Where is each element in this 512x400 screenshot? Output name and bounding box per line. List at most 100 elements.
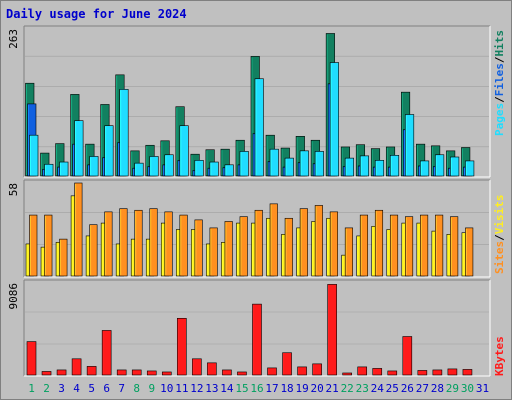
visits-bar [344, 227, 353, 277]
pages-bar [164, 154, 174, 177]
x-tick-label: 25 [386, 382, 399, 395]
x-tick-label: 7 [118, 382, 125, 395]
pages-bar [119, 89, 129, 177]
x-tick-label: 23 [356, 382, 369, 395]
x-tick-label: 15 [235, 382, 248, 395]
kbytes-bar [207, 362, 217, 376]
y-max-label: 263 [7, 29, 20, 49]
pages-bar [344, 157, 354, 177]
kbytes-bar [26, 341, 37, 376]
pages-bar [59, 161, 69, 177]
legend-sites-visits-part: / [493, 234, 506, 241]
kbytes-bar [462, 369, 473, 376]
kbytes-bar [297, 366, 307, 376]
x-tick-label: 20 [311, 382, 324, 395]
kbytes-bar [161, 371, 172, 376]
x-tick-label: 18 [280, 382, 293, 395]
visits-bar [74, 182, 83, 277]
x-tick-label: 27 [416, 382, 429, 395]
visits-bar [359, 214, 369, 277]
pages-bar [29, 134, 39, 177]
kbytes-bar [327, 284, 337, 376]
pages-bar [299, 150, 309, 177]
y-max-label: 58 [7, 183, 20, 196]
x-tick-label: 4 [73, 382, 80, 395]
legend-kbytes: KBytes [493, 336, 506, 376]
pages-bar [389, 155, 400, 177]
x-tick-label: 29 [446, 382, 459, 395]
x-tick-label: 11 [175, 382, 188, 395]
x-tick-label: 5 [88, 382, 95, 395]
legend-pages-files-hits-part: Hits [493, 30, 506, 57]
kbytes-bar [252, 303, 262, 376]
visits-bar [59, 238, 68, 277]
visits-bar [420, 214, 429, 277]
visits-bar [465, 227, 474, 277]
x-tick-label: 21 [326, 382, 339, 395]
pages-bar [465, 160, 475, 177]
x-tick-label: 26 [401, 382, 414, 395]
x-tick-label: 9 [148, 382, 155, 395]
legend-sites-visits-part: Sites [493, 241, 506, 274]
x-tick-label: 3 [58, 382, 65, 395]
visits-bar [284, 217, 293, 277]
x-tick-label: 16 [250, 382, 263, 395]
pages-bar [329, 62, 339, 177]
x-tick-label: 13 [205, 382, 218, 395]
kbytes-bar [101, 330, 112, 376]
x-tick-label: 17 [265, 382, 278, 395]
legend-sites-visits-part: Visits [493, 195, 506, 235]
pages-bar [224, 164, 234, 177]
pages-bar [104, 125, 114, 177]
kbytes-bar [131, 369, 142, 376]
pages-bar [374, 160, 385, 177]
pages-bar [209, 161, 219, 177]
visits-bar [119, 208, 128, 277]
pages-bar [89, 156, 99, 177]
visits-bar [164, 211, 173, 277]
visits-bar [104, 211, 113, 277]
kbytes-bar [267, 367, 277, 376]
kbytes-bar [372, 368, 383, 376]
kbytes-bar [402, 336, 413, 376]
visits-bar [149, 208, 158, 277]
kbytes-bar [177, 317, 187, 376]
pages-bar [435, 154, 445, 177]
legend-sites-visits: Sites/Visits [493, 195, 506, 275]
visits-bar [389, 214, 399, 277]
kbytes-bar [357, 366, 368, 376]
visits-bar [314, 205, 323, 277]
kbytes-bar [237, 371, 247, 376]
pages-bar [284, 157, 294, 177]
visits-bar [435, 214, 444, 277]
legend-kbytes-part: KBytes [493, 336, 506, 376]
x-tick-label: 19 [295, 382, 308, 395]
pages-bar [134, 162, 144, 177]
visits-bar [194, 219, 203, 277]
x-tick-label: 28 [431, 382, 444, 395]
kbytes-bar [192, 358, 202, 376]
kbytes-bar [282, 352, 292, 376]
kbytes-bar [71, 358, 82, 376]
pages-bar [194, 160, 204, 177]
kbytes-bar [387, 370, 398, 376]
kbytes-bar [342, 372, 352, 376]
kbytes-bar [146, 370, 157, 376]
legend-pages-files-hits-part: / [493, 56, 506, 63]
kbytes-bar [447, 368, 458, 376]
x-tick-label: 6 [103, 382, 110, 395]
x-tick-label: 30 [461, 382, 474, 395]
kbytes-bar [417, 370, 428, 376]
visits-bar [450, 216, 459, 277]
pages-bar [405, 114, 415, 177]
kbytes-bar [432, 369, 443, 376]
visits-bar [134, 209, 143, 277]
x-tick-label: 22 [341, 382, 354, 395]
x-tick-label: 2 [43, 382, 50, 395]
pages-bar [359, 155, 370, 177]
legend-pages-files-hits-part: Files [493, 63, 506, 96]
x-tick-label: 1 [28, 382, 35, 395]
pages-bar [254, 78, 264, 177]
